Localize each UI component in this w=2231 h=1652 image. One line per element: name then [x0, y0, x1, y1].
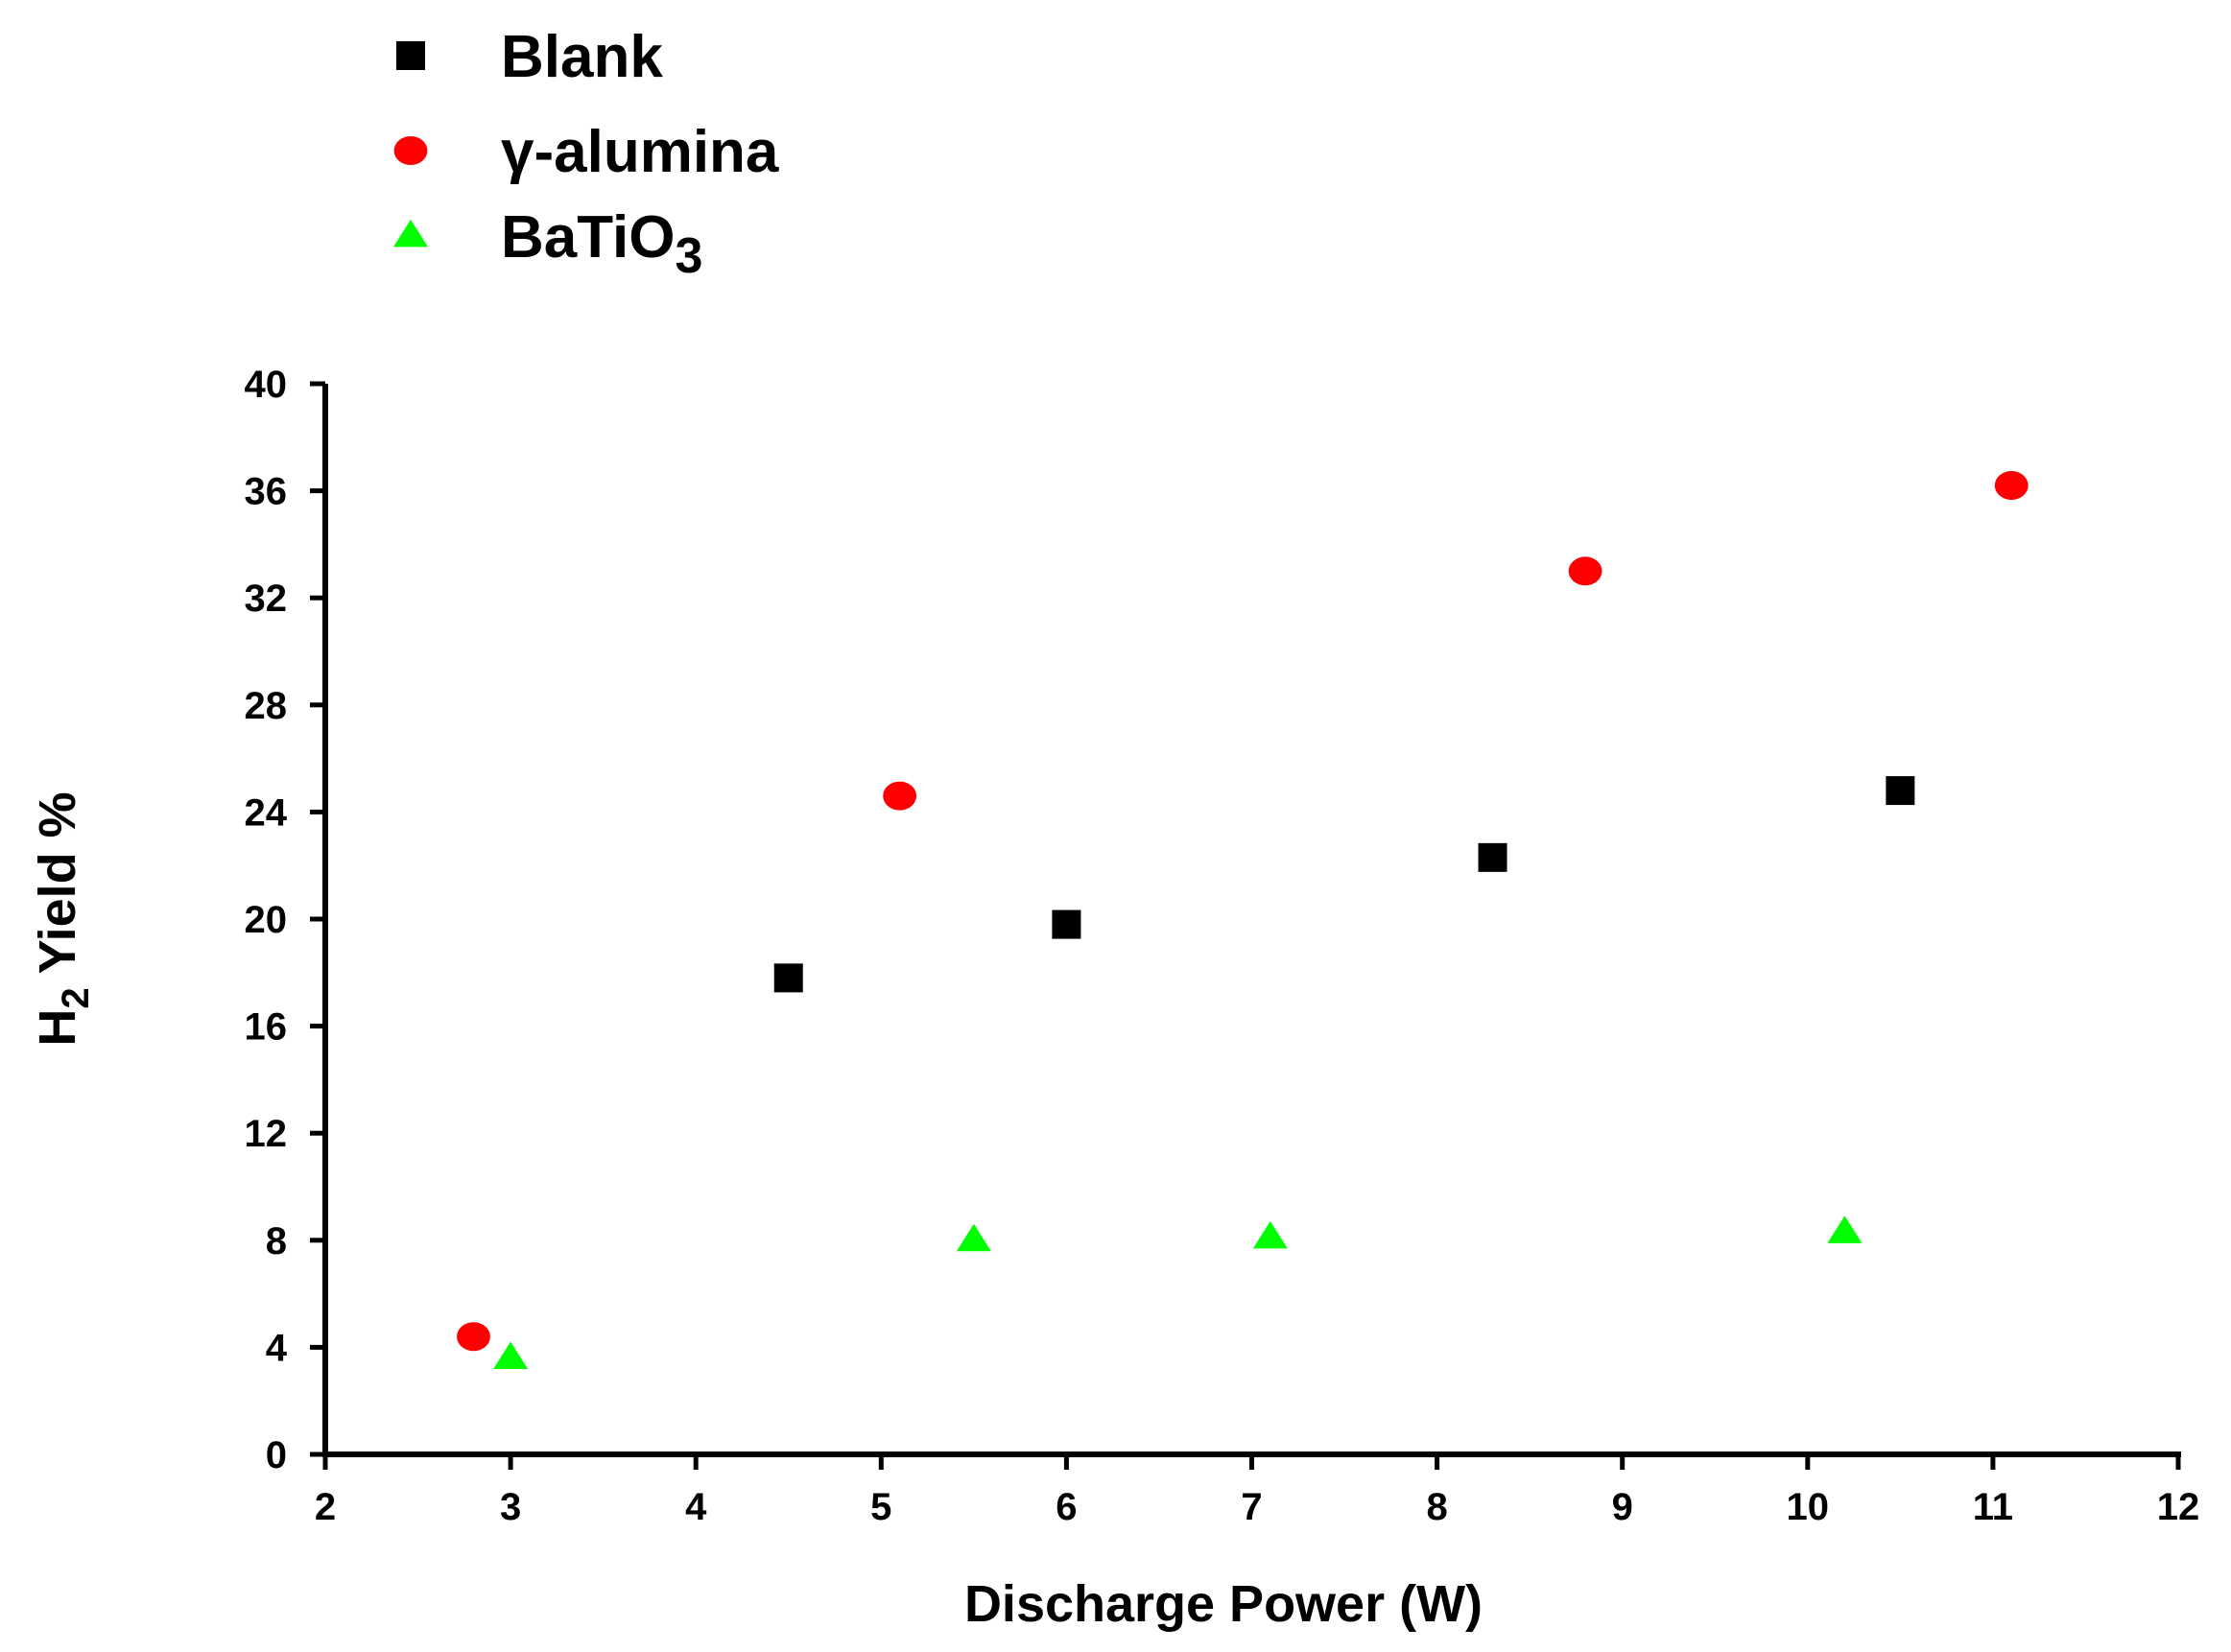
circle-point	[883, 781, 917, 811]
x-tick-label: 3	[500, 1486, 521, 1528]
x-axis-title: Discharge Power (W)	[964, 1575, 1483, 1633]
x-tick-label: 4	[685, 1486, 707, 1528]
legend-label-sub: 3	[675, 228, 702, 284]
legend-circle-icon	[393, 136, 428, 165]
y-tick-label: 36	[245, 471, 288, 513]
legend-label: γ-alumina	[501, 119, 779, 185]
legend: Blank γ-alumina BaTiO3	[393, 24, 779, 284]
y-axis-title-sub: 2	[55, 987, 97, 1008]
y-tick-label: 24	[245, 791, 288, 834]
y-axis-title-main: H	[29, 1009, 86, 1047]
y-axis-title: H2 Yield %	[29, 791, 97, 1046]
legend-label-main: Blank	[501, 24, 663, 90]
y-tick-label: 8	[266, 1220, 287, 1263]
triangle-point	[493, 1341, 529, 1369]
x-tick-label: 2	[315, 1486, 336, 1528]
triangle-point	[1252, 1220, 1288, 1249]
legend-label: Blank	[501, 24, 663, 90]
x-tick-label: 7	[1241, 1486, 1262, 1528]
circle-point	[1568, 556, 1602, 586]
y-tick-label: 16	[245, 1006, 288, 1049]
x-tick-label: 9	[1612, 1486, 1633, 1528]
axes	[322, 384, 2181, 1457]
y-axis-title-rest: Yield %	[29, 791, 86, 987]
x-tick-label: 5	[870, 1486, 891, 1528]
axis-ticks: 0 4 8 12 16 20 24 28 32 36 40 2 3 4 5 6 7 8 9 10 11 12	[245, 364, 2200, 1528]
legend-square-icon	[396, 41, 425, 70]
triangle-point	[1827, 1215, 1863, 1243]
circle-point	[457, 1322, 490, 1352]
x-tick-label: 8	[1426, 1486, 1447, 1528]
legend-label-main: γ-alumina	[501, 119, 779, 185]
legend-label: BaTiO3	[501, 204, 702, 284]
legend-label-main: BaTiO	[501, 204, 675, 271]
x-tick-label: 12	[2157, 1486, 2200, 1528]
triangle-point	[956, 1223, 991, 1252]
y-tick-label: 0	[266, 1434, 287, 1476]
square-point	[1052, 909, 1081, 939]
data-points	[457, 471, 2029, 1369]
y-tick-label: 12	[245, 1113, 288, 1155]
y-tick-label: 28	[245, 685, 288, 727]
y-tick-label: 32	[245, 578, 288, 620]
circle-point	[1994, 471, 2029, 501]
x-tick-label: 6	[1056, 1486, 1077, 1528]
square-point	[773, 963, 803, 993]
square-point	[1478, 842, 1507, 872]
square-point	[1886, 776, 1915, 806]
y-tick-label: 4	[266, 1327, 288, 1369]
legend-triangle-icon	[393, 219, 428, 248]
x-tick-label: 10	[1787, 1486, 1830, 1528]
y-tick-label: 40	[245, 364, 288, 406]
x-tick-label: 11	[1973, 1486, 2013, 1528]
y-tick-label: 20	[245, 899, 288, 941]
